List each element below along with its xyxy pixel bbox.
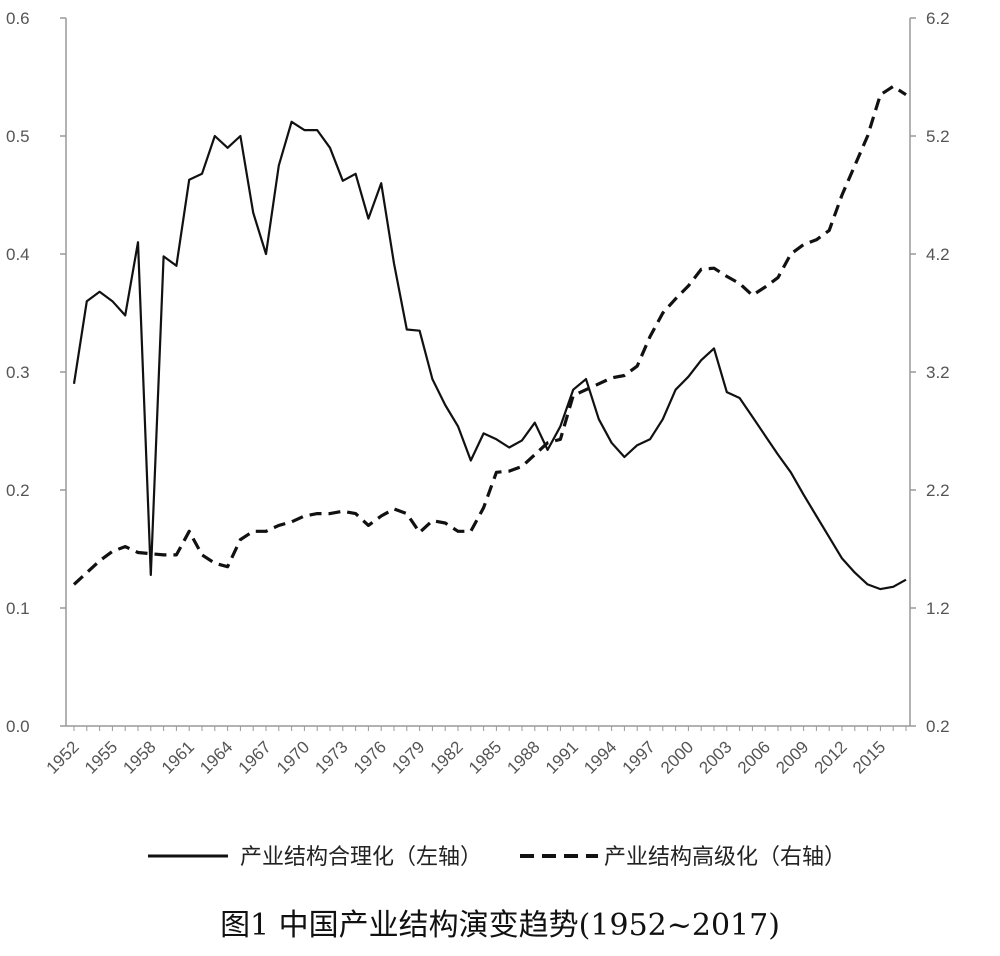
x-tick-label: 1997 [619,737,659,777]
x-tick-label: 1979 [388,737,428,777]
x-tick-label: 1961 [158,737,198,777]
left-tick-label: 0.6 [6,9,30,28]
left-tick-label: 0.4 [6,245,30,264]
left-tick-label: 0.3 [6,363,30,382]
x-tick-label: 2012 [811,737,851,777]
left-tick-label: 0.1 [6,599,30,618]
x-tick-label: 1973 [311,737,351,777]
series-line-rationalization [72,120,907,591]
legend-item-rationalization: 产业结构合理化（左轴） [240,845,482,870]
legend-item-advancement: 产业结构高级化（右轴） [604,845,846,870]
x-tick-label: 1985 [465,737,505,777]
legend: 产业结构合理化（左轴） 产业结构高级化（右轴） [148,845,846,870]
series-lines [72,84,907,591]
x-tick-label: 1988 [503,737,543,777]
x-tick-label: 2009 [772,737,812,777]
right-tick-label: 1.2 [926,599,950,618]
x-tick-label: 1982 [427,737,467,777]
series-line-advancement [72,84,907,586]
x-tick-label: 2000 [657,737,697,777]
right-tick-label: 6.2 [926,9,950,28]
x-tick-label: 2015 [849,737,889,777]
x-tick-label: 1967 [235,737,275,777]
x-tick-label: 1958 [119,737,159,777]
left-tick-label: 0.2 [6,481,30,500]
x-tick-label: 1970 [273,737,313,777]
x-tick-label: 1991 [542,737,582,777]
right-tick-label: 4.2 [926,245,950,264]
left-tick-label: 0.5 [6,127,30,146]
x-tick-label: 1976 [350,737,390,777]
right-tick-label: 5.2 [926,127,950,146]
x-tick-label: 1994 [580,737,620,777]
left-tick-label: 0.0 [6,717,30,736]
right-tick-label: 0.2 [926,717,950,736]
axes: 0.0 0.1 0.2 0.3 0.4 0.5 0.6 0.2 1.2 2.2 3.2 4.2 5.2 6… [6,9,950,778]
x-tick-label: 2006 [734,737,774,777]
chart-title: 图1 中国产业结构演变趋势(1952~2017) [220,908,780,943]
x-tick-label: 1955 [81,737,121,777]
x-tick-label: 2003 [695,737,735,777]
right-tick-label: 2.2 [926,481,950,500]
right-tick-label: 3.2 [926,363,950,382]
x-tick-label: 1964 [196,737,236,777]
x-tick-label: 1952 [43,737,83,777]
